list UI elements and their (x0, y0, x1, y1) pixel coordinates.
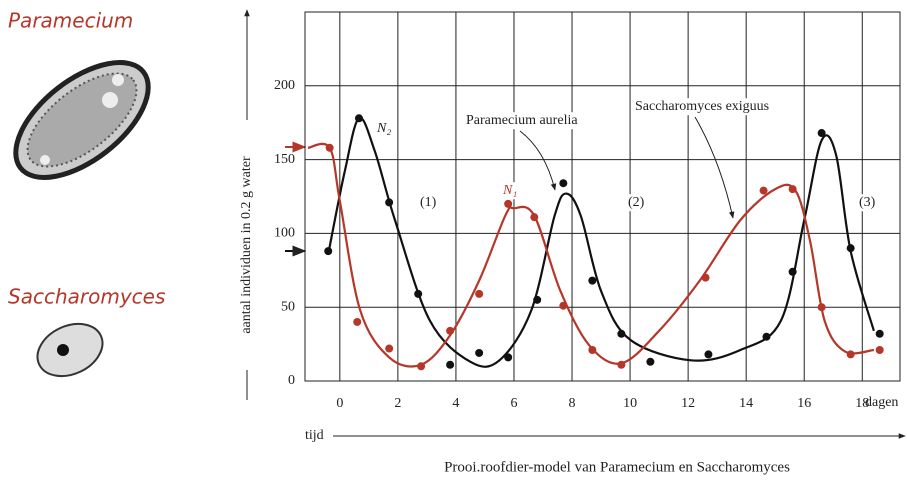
point (385, 344, 394, 353)
annotation: N₁ (502, 183, 517, 198)
point (875, 346, 884, 355)
point (588, 346, 597, 355)
point (504, 353, 513, 362)
x-tick-label: 6 (510, 396, 517, 411)
x-label: tijd (305, 428, 324, 443)
point (559, 179, 568, 188)
point (559, 301, 568, 310)
point (701, 273, 710, 282)
x-tick-label: 8 (569, 396, 576, 411)
point (475, 289, 484, 298)
x-tick-label: 2 (394, 396, 401, 411)
point (446, 326, 455, 335)
annotation-bg (626, 194, 647, 212)
annotation: (3) (859, 195, 876, 210)
annotation: Paramecium aurelia (466, 113, 578, 128)
point (762, 332, 771, 341)
annotation: (1) (420, 195, 437, 210)
label-bg (235, 120, 259, 370)
point (646, 357, 655, 366)
point (414, 289, 423, 298)
y-tick-label: 200 (274, 78, 295, 93)
point (817, 129, 826, 138)
point (788, 185, 797, 194)
curve (307, 142, 875, 368)
pointer (519, 130, 557, 191)
saccharomyces-drawing (36, 322, 104, 378)
y-tick-label: 150 (274, 152, 295, 167)
point (846, 244, 855, 253)
annotation-bg (374, 120, 394, 138)
point (875, 329, 884, 338)
x-unit: dagen (865, 395, 898, 410)
point (530, 213, 539, 222)
side-label: Saccharomyces (8, 285, 165, 309)
point (324, 247, 333, 256)
point (417, 362, 426, 371)
annotation-bg (464, 112, 581, 130)
point (325, 143, 334, 152)
x-tick-label: 14 (739, 396, 753, 411)
x-tick-label: 0 (336, 396, 343, 411)
point (617, 329, 626, 338)
point (846, 350, 855, 359)
pointer (694, 116, 735, 219)
paramecium-drawing (13, 60, 151, 180)
point (533, 295, 542, 304)
annotation-bg (500, 182, 520, 200)
annotation-bg (418, 194, 439, 212)
x-tick-label: 4 (452, 396, 459, 411)
point (788, 267, 797, 276)
point (385, 198, 394, 207)
point (817, 303, 826, 312)
point (588, 276, 597, 285)
annotation: Saccharomyces exiguus (635, 99, 769, 114)
x-tick-label: 10 (623, 396, 637, 411)
point (704, 350, 713, 359)
annotation-bg (857, 194, 878, 212)
x-tick-label: 16 (797, 396, 811, 411)
side-label: Paramecium (8, 9, 133, 33)
y-tick-label: 100 (274, 226, 295, 241)
annotation-bg (633, 98, 772, 116)
plot-frame (304, 11, 901, 382)
y-tick-label: 50 (281, 299, 295, 314)
annotation: N₂ (376, 121, 391, 136)
point (354, 114, 363, 123)
point (475, 348, 484, 357)
curve (327, 116, 875, 368)
x-tick-label: 12 (681, 396, 695, 411)
annotation: (2) (628, 195, 645, 210)
x-tick-label: 18 (855, 396, 869, 411)
point (353, 317, 362, 326)
y-tick-label: 0 (288, 373, 295, 388)
point (617, 360, 626, 369)
point (446, 360, 455, 369)
caption: Prooi.roofdier-model van Paramecium en S… (444, 459, 790, 475)
point (759, 186, 768, 195)
y-label: aantal individuen in 0.2 g water (239, 156, 254, 334)
point (504, 199, 513, 208)
